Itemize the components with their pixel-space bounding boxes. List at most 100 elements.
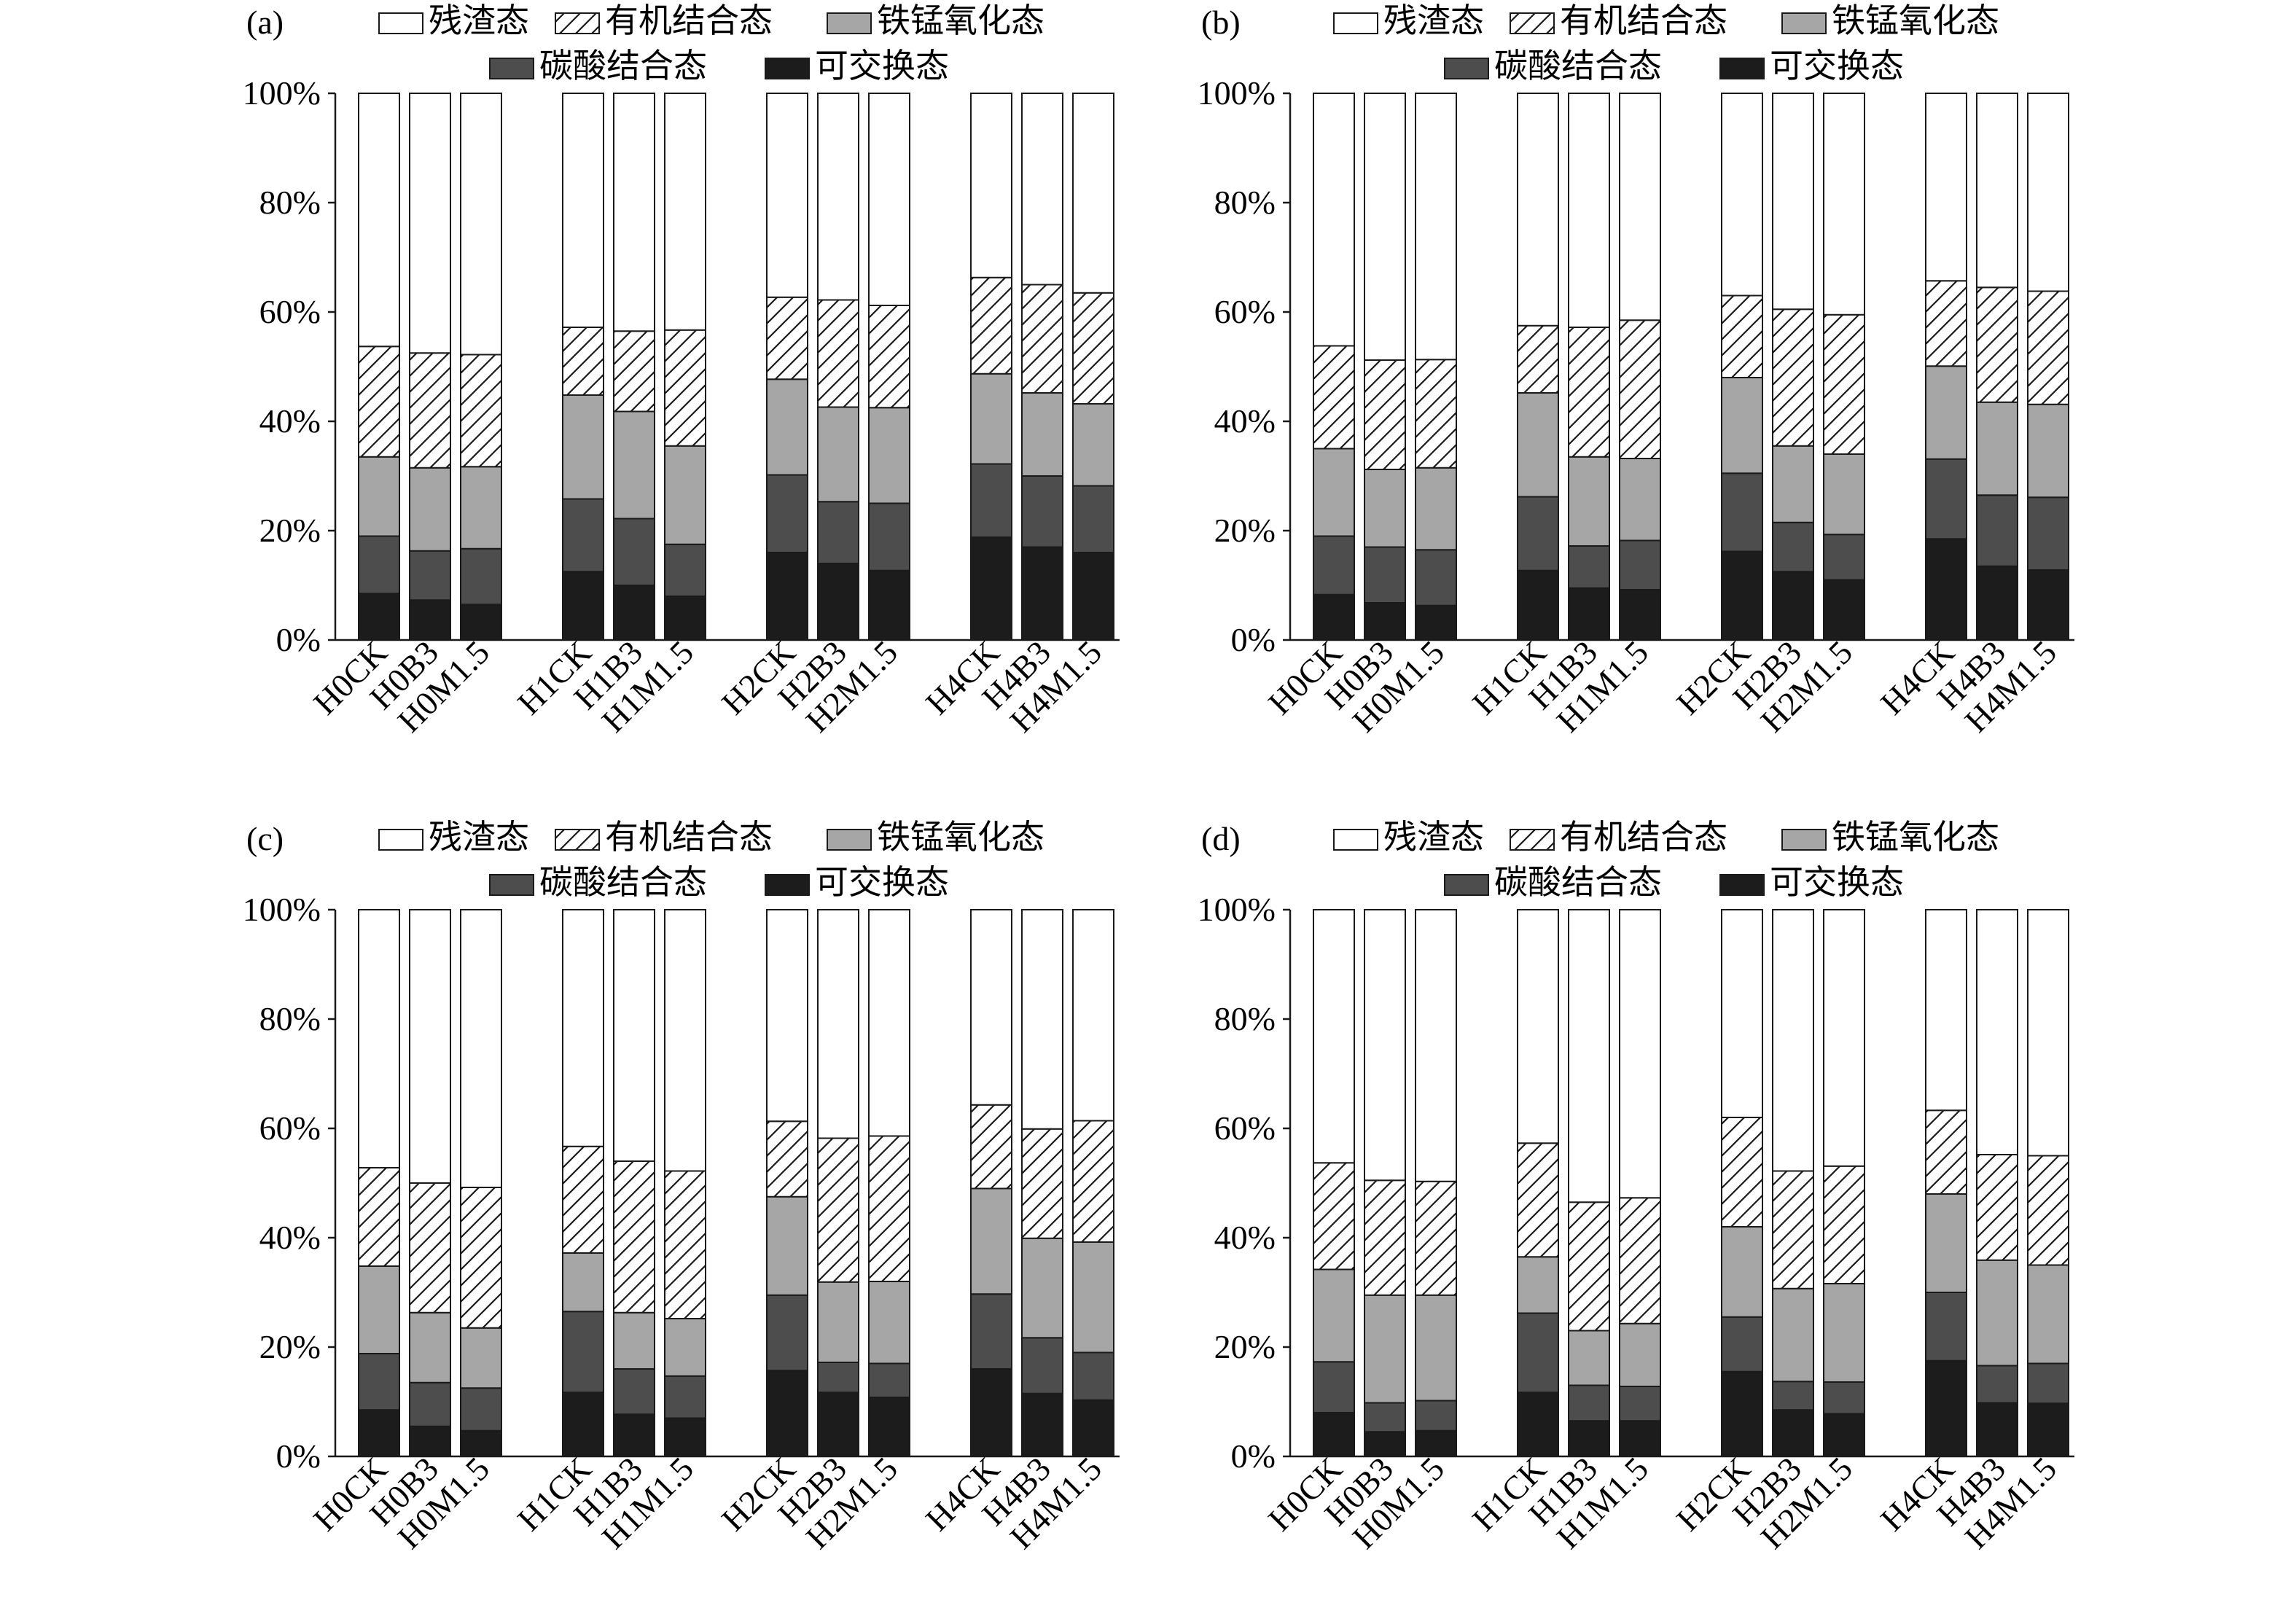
bar-segment (970, 1187, 1012, 1295)
bar-segment (409, 599, 451, 641)
bar-segment (1364, 93, 1406, 361)
bar-segment (2027, 1155, 2069, 1266)
bar-segment (1772, 308, 1814, 447)
y-tick-label: 40% (1214, 1219, 1276, 1256)
y-tick-label: 0% (276, 621, 321, 658)
bar-segment (1568, 1420, 1610, 1457)
bar-segment (1021, 1392, 1063, 1457)
bar-segment (562, 1145, 604, 1254)
bar-segment (1517, 909, 1559, 1144)
bar-segment (868, 1135, 910, 1282)
bar-segment (1415, 1180, 1457, 1296)
bar-segment (970, 909, 1012, 1106)
bar-segment (1619, 909, 1661, 1199)
bar-segment (1415, 93, 1457, 361)
bar-segment (970, 372, 1012, 465)
bar-segment (1517, 392, 1559, 498)
bar-segment (409, 550, 451, 601)
bar-segment (970, 1104, 1012, 1190)
legend-label: 可交换态 (1770, 46, 1904, 85)
bar-segment (613, 1368, 655, 1416)
bar-segment (358, 1409, 400, 1457)
bar-segment (1364, 359, 1406, 470)
bar-segment (562, 327, 604, 396)
bar-segment (868, 305, 910, 409)
bar-segment (1976, 286, 2018, 403)
bar-segment (1976, 401, 2018, 496)
bar-segment (613, 1413, 655, 1457)
bar-segment (1313, 93, 1355, 347)
bar-segment (613, 1160, 655, 1314)
legend-label: 残渣态 (429, 1, 529, 40)
y-tick-label: 80% (1214, 1000, 1276, 1037)
y-tick-label: 60% (1214, 293, 1276, 330)
legend-label: 有机结合态 (605, 1, 773, 40)
bar-segment (1721, 1316, 1763, 1373)
y-tick-label: 60% (259, 293, 321, 330)
bar-segment (664, 1375, 706, 1419)
legend-swatch (378, 12, 423, 34)
bar-segment (1721, 550, 1763, 641)
bar-segment (562, 394, 604, 500)
bar-segment (1021, 1128, 1063, 1239)
bar-segment (1072, 1241, 1114, 1354)
bar-segment (1568, 327, 1610, 458)
bar-segment (1925, 909, 1967, 1112)
bar-segment (613, 518, 655, 586)
bar-segment (562, 909, 604, 1147)
bar-segment (766, 1195, 808, 1296)
legend-label: 有机结合态 (1560, 1, 1727, 40)
bar-segment (1415, 549, 1457, 606)
legend-swatch (1510, 12, 1555, 34)
bar-segment (562, 571, 604, 641)
y-tick-label: 20% (1214, 512, 1276, 549)
bar-segment (1072, 292, 1114, 405)
y-tick-label: 100% (1198, 891, 1276, 928)
bar-segment (868, 909, 910, 1137)
bar-segment (2027, 403, 2069, 499)
bar-segment (970, 1368, 1012, 1457)
bar-segment (1925, 1193, 1967, 1293)
bar-segment (1415, 604, 1457, 641)
bar-segment (1976, 494, 2018, 567)
bar-segment (766, 296, 808, 381)
bar-segment (1021, 909, 1063, 1130)
legend-swatch (1333, 829, 1378, 851)
bar-segment (868, 407, 910, 504)
bar-segment (766, 93, 808, 298)
y-tick-label: 40% (259, 1219, 321, 1256)
bar-segment (766, 474, 808, 553)
bar-segment (2027, 1402, 2069, 1457)
bar-segment (1823, 93, 1865, 316)
bar-segment (409, 93, 451, 354)
bar-segment (1517, 1312, 1559, 1394)
bar-segment (1313, 448, 1355, 537)
y-tick-label: 80% (259, 1000, 321, 1037)
bar-segment (817, 563, 859, 641)
bar-segment (817, 1281, 859, 1363)
bar-segment (1021, 1237, 1063, 1339)
bar-segment (409, 909, 451, 1184)
bar-segment (1772, 1170, 1814, 1289)
legend-label: 碳酸结合态 (1494, 46, 1662, 85)
bar-segment (1823, 1413, 1865, 1457)
bar-segment (1772, 571, 1814, 641)
bar-segment (1517, 324, 1559, 394)
bar-segment (817, 93, 859, 301)
bar-segment (1823, 909, 1865, 1167)
bar-segment (1619, 1322, 1661, 1387)
bar-segment (868, 1397, 910, 1457)
y-tick-label: 60% (259, 1109, 321, 1147)
bar-segment (868, 502, 910, 571)
bar-segment (970, 93, 1012, 278)
bar-segment (613, 410, 655, 520)
bar-segment (1823, 1165, 1865, 1284)
bar-segment (1568, 456, 1610, 547)
bar-segment (409, 467, 451, 552)
bar-segment (1619, 1420, 1661, 1457)
bar-segment (1976, 1259, 2018, 1367)
bar-segment (1976, 909, 2018, 1155)
bar-segment (1772, 909, 1814, 1172)
